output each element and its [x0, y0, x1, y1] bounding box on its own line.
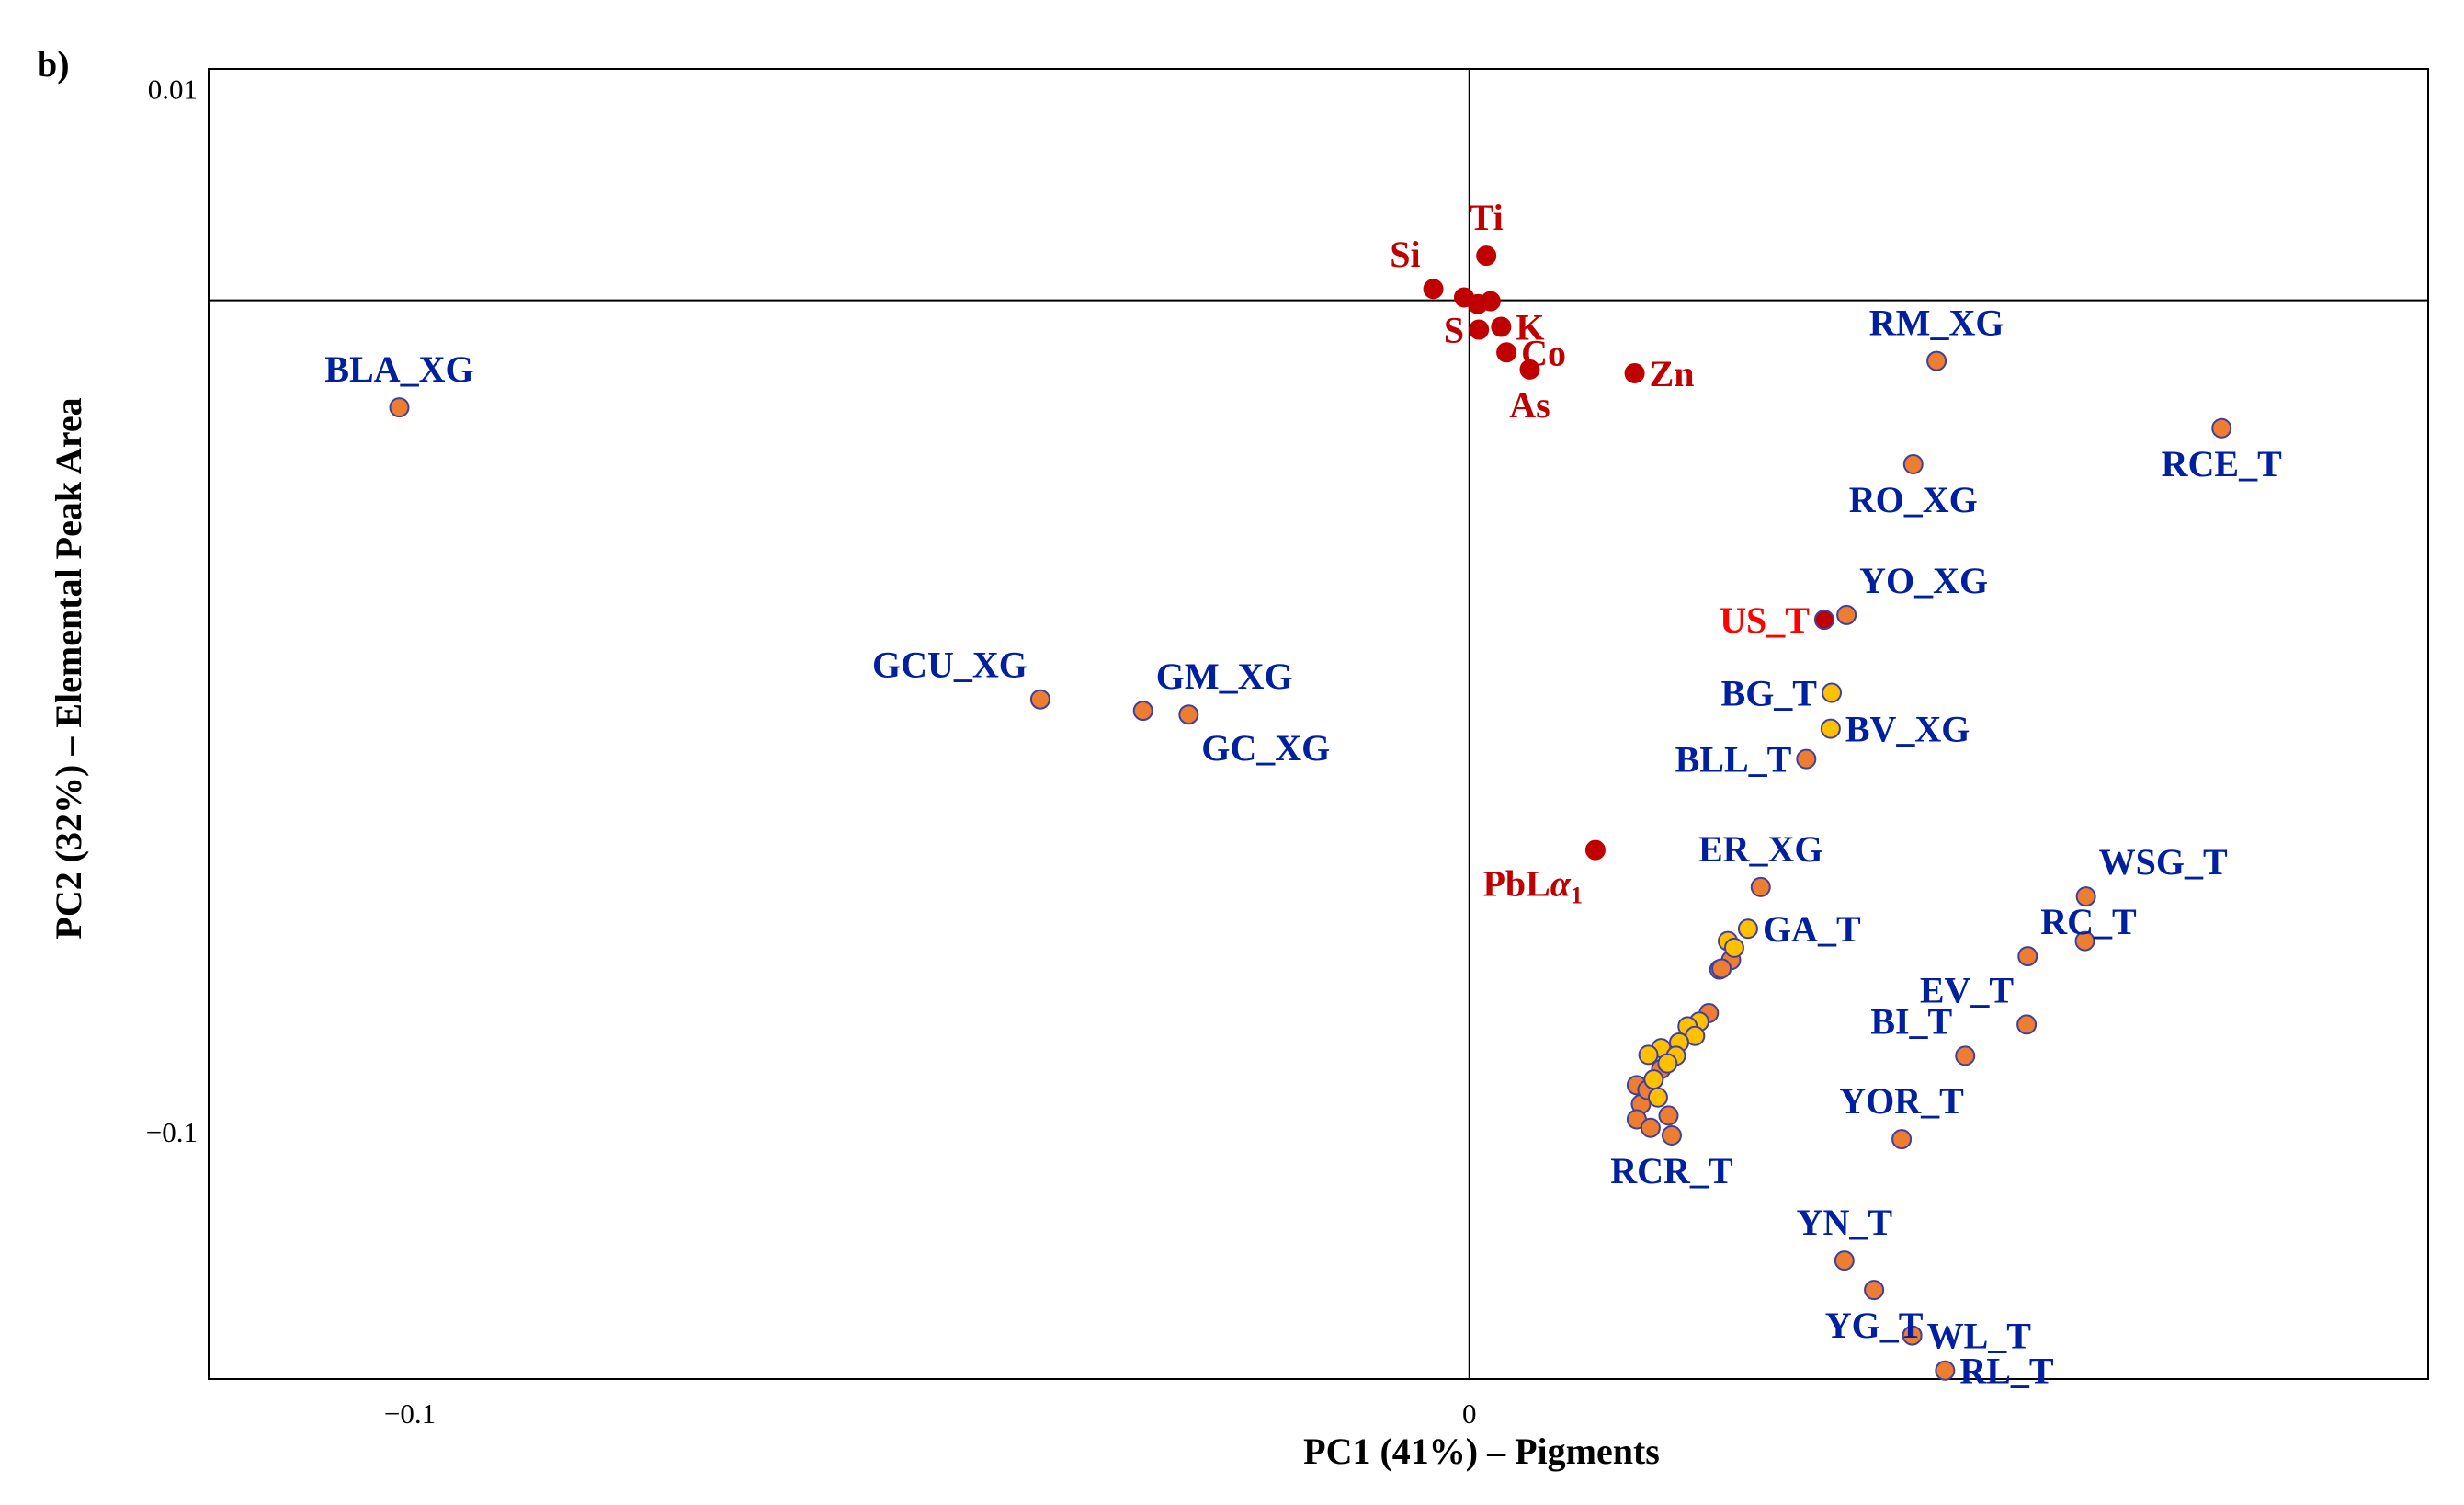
point-label-ti: Ti [1470, 197, 1504, 238]
point-label-rl-t: RL_T [1959, 1351, 2054, 1392]
sample-point-wsg-t [2075, 886, 2096, 907]
sample-point [1640, 1117, 1661, 1138]
point-label-rcr-t: RCR_T [1610, 1150, 1733, 1191]
point-label-us-t: US_T [1720, 599, 1810, 641]
pigment-point [1643, 1069, 1664, 1090]
point-label-bi-t: BI_T [1870, 1000, 1952, 1042]
element-point [1480, 291, 1501, 312]
sample-point-gc-xg [1178, 704, 1199, 725]
point-label-er-xg: ER_XG [1698, 828, 1823, 870]
point-label-pbl-1: PbLα1 [1482, 863, 1583, 909]
sample-point [1711, 958, 1732, 979]
point-label-bll-t: BLL_T [1675, 739, 1792, 781]
point-label-gcu-xg: GCU_XG [872, 644, 1028, 686]
data-labels: Si Ti S KCo As Zn PbLα1 BLA_XG GCU_XG GM_XG GC_XG R… [324, 197, 2282, 1392]
sample-point-yo-xg [1836, 604, 1857, 625]
point-label-si: Si [1390, 234, 1420, 275]
point-label-rm-xg: RM_XG [1869, 302, 2004, 344]
x-tick-labels: −0.1 0 [384, 1397, 1477, 1430]
sample-point [2074, 930, 2095, 952]
point-label-ro-xg: RO_XG [1849, 479, 1978, 520]
element-point-s [1469, 319, 1490, 340]
data-points [389, 245, 2232, 1381]
point-label-yn-t: YN_T [1797, 1202, 1893, 1243]
sample-point-bi-t [1955, 1045, 1976, 1066]
point-label-ev-t: EV_T [1920, 969, 2015, 1010]
sample-point-yor-t [1891, 1129, 1913, 1150]
pigment-point [1657, 1053, 1678, 1074]
sample-point-gm-xg [1132, 701, 1153, 722]
element-point-ti [1476, 245, 1497, 267]
element-point-as [1519, 359, 1540, 380]
sample-point-er-xg [1750, 876, 1771, 897]
point-label-gm-xg: GM_XG [1156, 656, 1293, 697]
sample-point-rm-xg [1926, 350, 1947, 371]
x-tick-label: −0.1 [384, 1397, 436, 1430]
point-label-k: K [1516, 306, 1544, 348]
element-point-k [1491, 316, 1512, 337]
point-label-yo-xg: YO_XG [1859, 560, 1988, 601]
sample-point-rce-t [2211, 417, 2232, 439]
pigment-point-ga-t [1737, 918, 1758, 940]
sample-point-gcu-xg [1029, 689, 1050, 710]
plot-frame [208, 68, 2429, 1380]
point-label-yor-t: YOR_T [1839, 1080, 1964, 1122]
sample-point-rl-t [1935, 1360, 1956, 1381]
point-label-gc-xg: GC_XG [1201, 727, 1330, 769]
point-label-bla-xg: BLA_XG [324, 348, 473, 390]
y-tick-labels: 0.01 −0.1 [146, 74, 198, 1148]
sample-point-rc-t [2017, 946, 2038, 967]
element-point-pbl-1 [1584, 839, 1606, 861]
element-point-si [1423, 279, 1444, 300]
point-label-wl-t: WL_T [1927, 1316, 2032, 1357]
sample-point-bll-t [1796, 748, 1817, 770]
point-label-rc-t: RC_T [2040, 901, 2137, 942]
sample-point [1658, 1105, 1679, 1126]
x-axis-title: PC1 (41%) – Pigments [1303, 1431, 1660, 1472]
point-label-ga-t: GA_T [1763, 908, 1861, 950]
point-label-zn: Zn [1650, 353, 1695, 394]
sample-point-wl-t [1902, 1325, 1923, 1346]
y-axis-title: PC2 (32%) – Elemental Peak Area [48, 397, 89, 939]
sample-point-yn-t [1834, 1250, 1855, 1271]
pigment-point [1638, 1044, 1659, 1066]
pigment-point [1647, 1087, 1668, 1108]
pigment-point-bg-t [1822, 682, 1843, 703]
point-label-bg-t: BG_T [1721, 672, 1818, 713]
sample-point-bla-xg [389, 397, 410, 418]
point-label-wsg-t: WSG_T [2099, 841, 2228, 883]
point-label-s: S [1444, 310, 1464, 351]
panel-label: b) [37, 43, 70, 85]
sample-point-yg-t [1864, 1280, 1885, 1301]
element-point-zn [1624, 362, 1645, 383]
highlight-point-us-t [1813, 610, 1834, 631]
y-tick-label: −0.1 [146, 1116, 198, 1148]
pigment-point [1723, 937, 1744, 958]
point-label-yg-t: YG_T [1825, 1305, 1924, 1346]
point-label-co: Co [1521, 332, 1566, 373]
x-tick-label: 0 [1462, 1397, 1477, 1430]
point-label-as: As [1509, 384, 1550, 426]
element-point-co [1496, 342, 1517, 363]
sample-point-ro-xg [1902, 453, 1924, 474]
sample-point-ev-t [2016, 1014, 2038, 1035]
y-tick-label: 0.01 [148, 74, 198, 106]
pigment-point-bv-xg [1820, 718, 1841, 739]
point-label-rce-t: RCE_T [2162, 443, 2282, 485]
sample-point-rcr-t [1661, 1125, 1682, 1146]
point-label-bv-xg: BV_XG [1845, 709, 1970, 750]
